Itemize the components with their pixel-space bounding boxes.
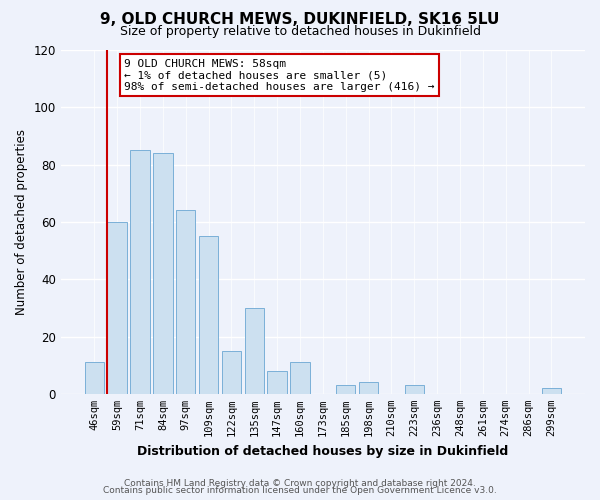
Bar [245, 308, 264, 394]
Bar [404, 385, 424, 394]
Bar [107, 222, 127, 394]
Bar [222, 351, 241, 394]
Bar [176, 210, 196, 394]
Bar [85, 362, 104, 394]
Bar [359, 382, 379, 394]
Y-axis label: Number of detached properties: Number of detached properties [15, 129, 28, 315]
Bar [268, 371, 287, 394]
Text: 9 OLD CHURCH MEWS: 58sqm
← 1% of detached houses are smaller (5)
98% of semi-det: 9 OLD CHURCH MEWS: 58sqm ← 1% of detache… [124, 58, 434, 92]
Text: Contains HM Land Registry data © Crown copyright and database right 2024.: Contains HM Land Registry data © Crown c… [124, 478, 476, 488]
Bar [199, 236, 218, 394]
Bar [542, 388, 561, 394]
Bar [336, 385, 355, 394]
Text: Contains public sector information licensed under the Open Government Licence v3: Contains public sector information licen… [103, 486, 497, 495]
Bar [153, 153, 173, 394]
Bar [290, 362, 310, 394]
Bar [130, 150, 150, 394]
X-axis label: Distribution of detached houses by size in Dukinfield: Distribution of detached houses by size … [137, 444, 509, 458]
Text: 9, OLD CHURCH MEWS, DUKINFIELD, SK16 5LU: 9, OLD CHURCH MEWS, DUKINFIELD, SK16 5LU [100, 12, 500, 28]
Text: Size of property relative to detached houses in Dukinfield: Size of property relative to detached ho… [119, 25, 481, 38]
